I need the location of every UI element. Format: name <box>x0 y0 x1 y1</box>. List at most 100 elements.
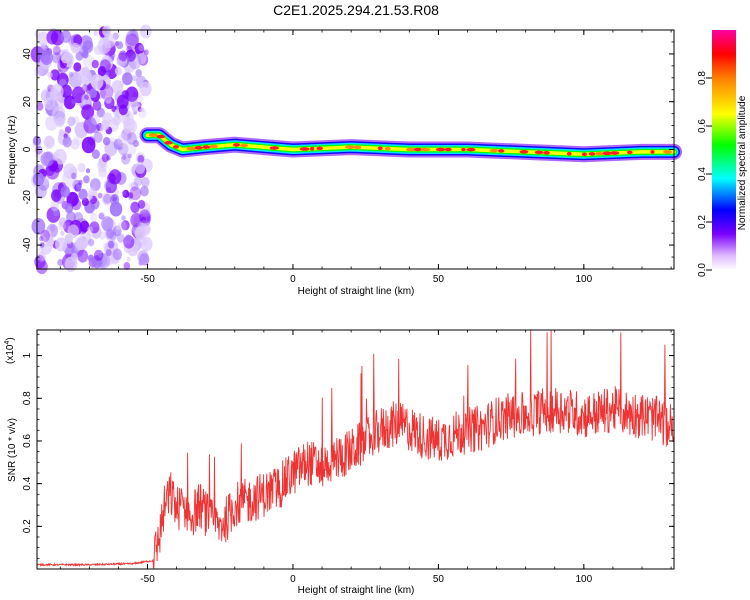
colorbar-gradient <box>712 30 736 270</box>
noise-blob <box>103 193 112 204</box>
signal-hotspot <box>498 149 505 153</box>
noise-blob <box>129 96 138 108</box>
noise-blob <box>70 138 80 150</box>
noise-blob <box>81 93 92 106</box>
noise-blob <box>87 238 95 247</box>
noise-blob <box>133 176 143 187</box>
noise-blob <box>98 212 105 220</box>
noise-blob <box>77 67 92 85</box>
noise-blob <box>112 115 121 126</box>
noise-blob <box>60 186 71 198</box>
noise-blob <box>132 75 138 82</box>
noise-blob <box>126 45 133 53</box>
noise-blob <box>121 220 130 231</box>
noise-blob <box>130 201 140 213</box>
noise-blob <box>82 40 94 54</box>
y-tick-label: 20 <box>22 96 33 108</box>
spectrogram-x-ticks: -50 0 50 100 <box>59 30 672 285</box>
signal-hotspot <box>444 147 452 152</box>
noise-blob <box>67 224 80 238</box>
noise-blob <box>105 249 112 257</box>
noise-blob <box>114 109 120 116</box>
noise-blob <box>38 246 44 252</box>
noise-blob <box>73 34 82 46</box>
noise-blob <box>115 224 121 231</box>
signal-hotspot <box>173 145 179 149</box>
noise-blob <box>78 188 88 200</box>
noise-blob <box>46 30 58 45</box>
noise-blob <box>64 126 72 134</box>
noise-blob <box>71 172 77 180</box>
noise-blob <box>125 30 139 46</box>
noise-blob <box>125 86 139 102</box>
noise-blob <box>39 236 44 242</box>
noise-blob <box>50 69 60 81</box>
noise-blob <box>139 81 152 97</box>
y-tick-label: 0.6 <box>22 434 33 448</box>
noise-blob <box>103 36 109 44</box>
signal-hotspot <box>299 147 310 151</box>
noise-blob <box>84 94 89 100</box>
noise-blob <box>116 41 124 50</box>
noise-blob <box>130 182 139 192</box>
signal-hotspot <box>384 146 391 151</box>
noise-blob <box>40 229 51 242</box>
noise-blob <box>117 220 127 232</box>
noise-blob <box>125 234 132 242</box>
noise-blob <box>101 153 109 163</box>
noise-blob <box>68 71 74 78</box>
spectrogram-x-label: Height of straight line (km) <box>298 286 415 297</box>
figure-title: C2E1.2025.294.21.53.R08 <box>273 2 439 18</box>
noise-blob <box>135 69 142 78</box>
noise-blob <box>36 102 44 111</box>
noise-blob <box>58 129 65 137</box>
noise-blob <box>144 49 149 56</box>
signal-hotspot <box>461 147 466 152</box>
noise-blob <box>81 50 89 59</box>
noise-blob <box>88 194 93 200</box>
noise-blob <box>53 148 67 165</box>
noise-blob <box>40 49 54 65</box>
noise-blob <box>130 212 143 228</box>
noise-blob <box>64 203 74 214</box>
noise-blob <box>52 45 61 56</box>
noise-blob <box>98 231 106 240</box>
noise-blob <box>91 59 99 69</box>
signal-hotspot <box>627 150 633 155</box>
noise-blob <box>134 42 145 55</box>
colorbar-tick-label: 0.8 <box>697 71 708 85</box>
signal-hotspot <box>595 151 604 156</box>
signal-hotspot <box>345 145 355 149</box>
snr-y-ticks: 0.2 0.4 0.6 0.8 1 <box>22 333 674 559</box>
noise-blob <box>34 66 43 78</box>
spectrogram-y-label: Frequency (Hz) <box>7 116 18 185</box>
snr-multiplier-base: (x10 <box>5 344 16 364</box>
colorbar-tick-label: 0.2 <box>697 215 708 229</box>
noise-blob <box>47 71 53 79</box>
snr-multiplier: (x104) <box>4 337 16 364</box>
noise-blob <box>98 252 103 258</box>
noise-blob <box>37 251 47 262</box>
x-tick-label: 100 <box>575 274 592 285</box>
noise-blob <box>70 42 80 54</box>
noise-blob <box>131 104 137 111</box>
noise-blob <box>35 184 47 199</box>
noise-blob <box>60 230 65 236</box>
signal-hotspot <box>233 143 240 147</box>
x-tick-label: 100 <box>575 574 592 585</box>
colorbar: 0.0 0.2 0.4 0.6 0.8 Normalized spectral ampl… <box>697 30 748 277</box>
signal-hotspot <box>566 151 572 156</box>
noise-blob <box>140 24 152 39</box>
noise-blob <box>91 80 99 89</box>
noise-blob <box>67 116 76 127</box>
noise-blob <box>57 259 64 266</box>
noise-blob <box>78 179 83 186</box>
noise-blob <box>51 189 62 202</box>
colorbar-label: Normalized spectral amplitude <box>737 95 748 230</box>
noise-blob <box>121 153 131 165</box>
noise-blob <box>106 229 115 239</box>
signal-hotspot <box>186 146 196 151</box>
noise-blob <box>112 248 123 261</box>
spectrogram-heatmap <box>30 24 682 275</box>
noise-blob <box>117 133 129 148</box>
